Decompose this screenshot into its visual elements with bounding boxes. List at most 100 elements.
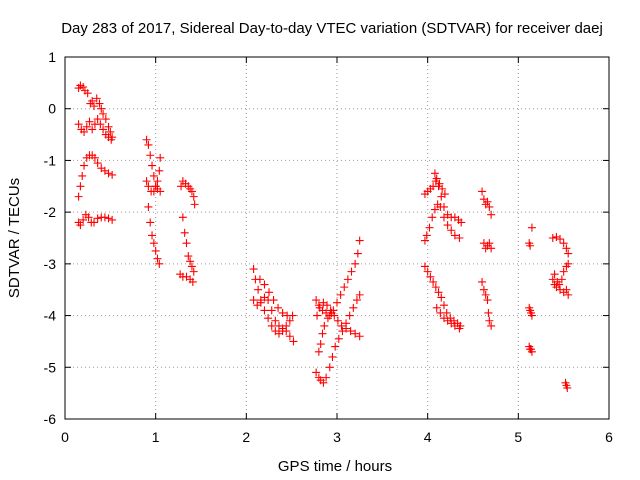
data-point — [355, 236, 364, 245]
data-point — [447, 226, 456, 235]
data-point — [457, 218, 466, 227]
data-point — [436, 202, 445, 211]
data-point — [450, 321, 459, 330]
data-point — [479, 285, 488, 294]
data-point — [420, 236, 429, 245]
data-point — [319, 378, 328, 387]
data-point — [249, 265, 258, 274]
y-axis-label: SDTVAR / TECUs — [6, 178, 23, 298]
data-point — [327, 308, 336, 317]
data-point — [455, 324, 464, 333]
data-point — [83, 89, 92, 98]
data-point — [342, 324, 351, 333]
data-point — [142, 135, 151, 144]
data-point — [483, 296, 492, 305]
data-point — [186, 257, 195, 266]
data-point — [79, 82, 88, 91]
data-point — [84, 213, 93, 222]
data-point — [345, 311, 354, 320]
data-point — [347, 267, 356, 276]
data-point — [315, 303, 324, 312]
x-tick-label: 2 — [242, 429, 250, 445]
data-point — [430, 205, 439, 214]
data-point — [423, 267, 432, 276]
data-point — [85, 117, 94, 126]
x-tick-label: 1 — [152, 429, 160, 445]
data-point — [146, 218, 155, 227]
data-point — [93, 115, 102, 124]
data-point — [438, 184, 447, 193]
data-point — [177, 182, 186, 191]
data-point — [333, 298, 341, 307]
data-point — [144, 182, 153, 191]
data-point — [271, 316, 280, 325]
data-point — [264, 314, 273, 323]
data-point — [432, 303, 441, 312]
data-point — [328, 352, 337, 361]
data-point — [148, 161, 157, 170]
data-point — [435, 179, 444, 188]
data-point — [429, 277, 438, 286]
data-point — [428, 213, 437, 222]
data-point — [432, 174, 441, 183]
y-tick-label: -4 — [44, 308, 57, 324]
y-tick-label: -1 — [44, 152, 57, 168]
data-point — [437, 293, 446, 302]
data-point — [483, 197, 492, 206]
data-point — [274, 303, 283, 312]
data-point — [481, 290, 490, 299]
data-point — [487, 244, 496, 253]
x-tick-label: 6 — [605, 429, 613, 445]
data-point — [422, 231, 431, 240]
data-point — [340, 283, 349, 292]
data-point — [334, 334, 343, 343]
data-point — [254, 285, 263, 294]
data-point — [189, 267, 198, 276]
data-point — [430, 169, 439, 178]
data-point — [526, 241, 535, 250]
data-point — [562, 285, 571, 294]
data-point — [312, 296, 321, 305]
data-point — [189, 192, 198, 201]
data-point — [485, 239, 494, 248]
data-point — [108, 215, 117, 224]
data-point — [564, 249, 573, 258]
data-point — [90, 102, 99, 111]
data-point — [485, 316, 494, 325]
data-point — [99, 109, 108, 118]
data-point — [563, 383, 572, 392]
data-point — [322, 373, 331, 382]
data-point — [97, 104, 106, 113]
data-point — [149, 239, 158, 248]
data-point — [318, 329, 327, 338]
data-point — [436, 308, 445, 317]
y-axis: -6 -5 -4 -3 -2 -1 0 1 — [44, 49, 609, 427]
data-point — [76, 221, 85, 230]
data-point — [349, 303, 358, 312]
data-point — [439, 301, 448, 310]
data-point — [564, 259, 573, 268]
data-point — [76, 182, 85, 191]
data-point — [426, 272, 435, 281]
data-point — [255, 275, 264, 284]
data-point — [420, 262, 429, 271]
data-point — [187, 262, 196, 271]
data-point — [346, 327, 355, 336]
data-point — [353, 249, 362, 258]
y-tick-label: -3 — [44, 256, 57, 272]
x-tick-label: 3 — [333, 429, 341, 445]
data-point — [439, 213, 448, 222]
x-tick-label: 5 — [514, 429, 522, 445]
data-point — [550, 270, 559, 279]
data-point — [333, 316, 342, 325]
data-point — [312, 368, 321, 377]
data-point — [90, 218, 99, 227]
data-point — [320, 321, 329, 330]
data-point — [316, 340, 325, 349]
data-point — [331, 342, 340, 351]
x-tick-label: 4 — [424, 429, 432, 445]
data-point — [265, 288, 273, 297]
data-point — [156, 153, 165, 162]
data-point — [260, 280, 269, 289]
data-point — [431, 283, 440, 292]
